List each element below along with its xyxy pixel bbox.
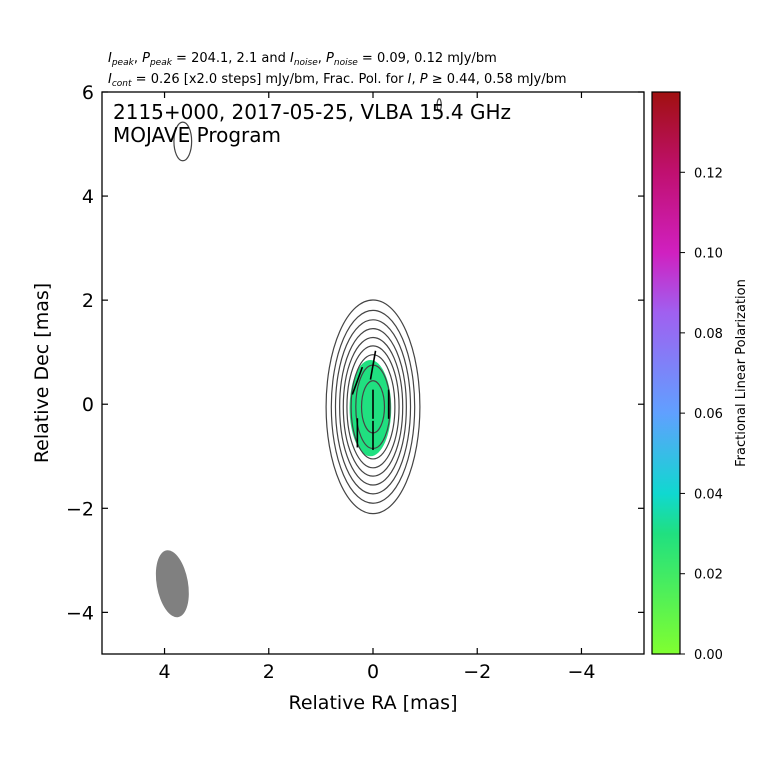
colorbar-tick-label: 0.00 [694, 648, 723, 663]
fractional-polarization-region [349, 359, 392, 457]
colorbar-tick-label: 0.10 [694, 247, 723, 262]
contour-level-4 [339, 328, 407, 486]
comma-1: , [134, 51, 142, 66]
evpa-vector-1 [351, 366, 364, 395]
x-tick-label: −2 [463, 661, 491, 683]
cont-text: = 0.26 [x2.0 steps] mJy/bm, Frac. Pol. f… [132, 72, 408, 87]
y-tick-label: 4 [82, 186, 94, 208]
i-symbol: I [408, 72, 412, 87]
x-tick-label: 4 [158, 661, 170, 683]
comma-2: , [318, 51, 326, 66]
p-noise-symbol: P [326, 51, 334, 66]
colorbar-tick-label: 0.02 [694, 568, 723, 583]
p-symbol: P [420, 72, 428, 87]
contour-blob-2 [436, 98, 442, 112]
i-cont-subscript: cont [112, 79, 132, 89]
colorbar-label: Fractional Linear Polarization [734, 279, 749, 467]
colorbar-tick-label: 0.04 [694, 487, 723, 502]
header-line-1: Ipeak, Ppeak = 204.1, 2.1 and Inoise, Pn… [108, 51, 497, 68]
i-noise-symbol: I [290, 51, 294, 66]
colorbar-tick-label: 0.08 [694, 327, 723, 342]
noise-values: = 0.09, 0.12 mJy/bm [358, 51, 497, 66]
i-peak-symbol: I [108, 51, 112, 66]
threshold-text: ≥ 0.44, 0.58 mJy/bm [428, 72, 567, 87]
colorbar-ticks: 0.00 0.02 0.04 0.06 0.08 0.10 0.12 [680, 166, 723, 663]
x-tick-label: −4 [567, 661, 595, 683]
colorbar-tick-label: 0.06 [694, 407, 723, 422]
comma-3: , [412, 72, 420, 87]
contour-level-2 [330, 309, 416, 504]
y-axis-label: Relative Dec [mas] [31, 283, 53, 463]
axis-ticks: 4 2 0 −2 −4 6 4 2 0 −2 −4 [66, 82, 644, 683]
x-tick-label: 2 [263, 661, 275, 683]
p-noise-subscript: noise [334, 58, 358, 68]
i-noise-subscript: noise [294, 58, 318, 68]
contour-level-1 [325, 299, 421, 515]
contour-level-3 [334, 319, 412, 495]
peak-values: = 204.1, 2.1 and [172, 51, 290, 66]
colorbar [652, 92, 680, 654]
x-axis-label: Relative RA [mas] [288, 692, 457, 714]
p-peak-subscript: peak [149, 58, 173, 68]
y-tick-label: 6 [82, 82, 94, 104]
contour-level-6 [346, 345, 400, 469]
y-tick-label: 0 [82, 394, 94, 416]
header-line-2: Icont = 0.26 [x2.0 steps] mJy/bm, Frac. … [108, 72, 567, 89]
x-tick-label: 0 [367, 661, 379, 683]
y-tick-label: 2 [82, 290, 94, 312]
i-peak-subscript: peak [111, 58, 135, 68]
contour-level-5 [342, 336, 404, 477]
y-tick-label: −4 [66, 602, 94, 624]
contour-blob-1 [173, 121, 193, 162]
source-title-line-2: MOJAVE Program [113, 123, 281, 147]
y-tick-label: −2 [66, 498, 94, 520]
source-title-line-1: 2115+000, 2017-05-25, VLBA 15.4 GHz [113, 100, 511, 124]
colorbar-frame [651, 91, 681, 655]
plot-layer [155, 98, 442, 618]
evpa-vector-3 [369, 350, 377, 380]
beam-ellipse [155, 550, 189, 618]
p-peak-symbol: P [142, 51, 150, 66]
contour-level-7 [350, 354, 396, 460]
colorbar-tick-label: 0.12 [694, 166, 723, 181]
i-cont-symbol: I [108, 72, 112, 87]
